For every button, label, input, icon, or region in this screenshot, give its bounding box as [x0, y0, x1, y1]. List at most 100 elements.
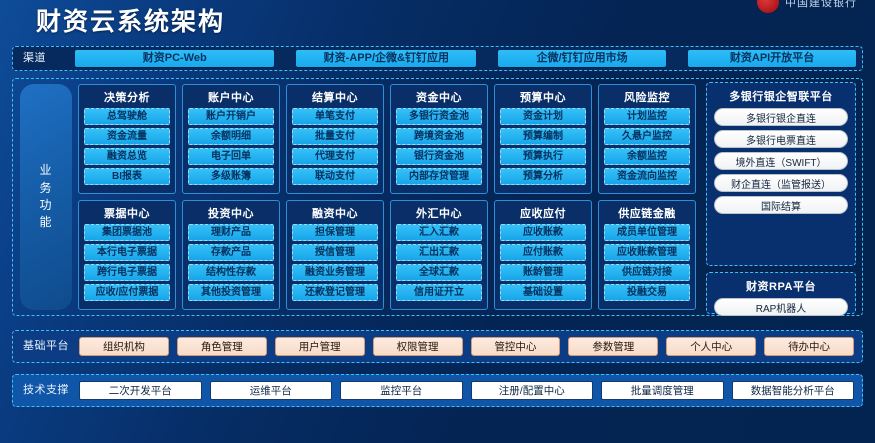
card-settlement-center[interactable]: 结算中心 单笔支付 批量支付 代理支付 联动支付 — [286, 84, 384, 194]
card-item[interactable]: 资金计划 — [500, 108, 586, 125]
rail-item[interactable]: 境外直连（SWIFT） — [714, 152, 848, 170]
card-item[interactable]: 融资业务管理 — [292, 264, 378, 281]
card-supply-chain-finance[interactable]: 供应链金融 成员单位管理 应收账款管理 供应链对接 投融交易 — [598, 200, 696, 310]
card-bill-center[interactable]: 票据中心 集团票据池 本行电子票据 跨行电子票据 应收/应付票据 — [78, 200, 176, 310]
card-item[interactable]: 应收/应付票据 — [84, 284, 170, 301]
channel-item-app[interactable]: 财资-APP/企微&钉钉应用 — [296, 50, 477, 67]
card-item[interactable]: 预算执行 — [500, 148, 586, 165]
card-item[interactable]: 账龄管理 — [500, 264, 586, 281]
card-budget-center[interactable]: 预算中心 资金计划 预算编制 预算执行 预算分析 — [494, 84, 592, 194]
card-account-center[interactable]: 账户中心 账户开销户 余额明细 电子回单 多级账簿 — [182, 84, 280, 194]
card-item[interactable]: 应收账款管理 — [604, 244, 690, 261]
card-item[interactable]: 批量支付 — [292, 128, 378, 145]
card-item[interactable]: 账户开销户 — [188, 108, 274, 125]
card-item[interactable]: 余额监控 — [604, 148, 690, 165]
rail-item[interactable]: RAP机器人 — [714, 298, 848, 316]
card-title: 投资中心 — [208, 208, 254, 220]
tech-support-item[interactable]: 监控平台 — [340, 381, 463, 400]
card-item[interactable]: 资金流量 — [84, 128, 170, 145]
card-item[interactable]: 供应链对接 — [604, 264, 690, 281]
card-risk-monitoring[interactable]: 风险监控 计划监控 久悬户监控 余额监控 资金流向监控 — [598, 84, 696, 194]
business-section — [12, 78, 863, 316]
rail-item[interactable]: 国际结算 — [714, 196, 848, 214]
card-investment-center[interactable]: 投资中心 理财产品 存款产品 结构性存款 其他投资管理 — [182, 200, 280, 310]
card-item[interactable]: 久悬户监控 — [604, 128, 690, 145]
card-item[interactable]: 结构性存款 — [188, 264, 274, 281]
card-item[interactable]: 跨境资金池 — [396, 128, 482, 145]
card-item[interactable]: 其他投资管理 — [188, 284, 274, 301]
card-item[interactable]: 电子回单 — [188, 148, 274, 165]
card-item-list: 应收账款 应付账款 账龄管理 基础设置 — [500, 224, 586, 305]
card-item[interactable]: 应付账款 — [500, 244, 586, 261]
card-item-list: 汇入汇款 汇出汇款 全球汇款 信用证开立 — [396, 224, 482, 305]
channel-item-app-market[interactable]: 企微/钉钉应用市场 — [498, 50, 667, 67]
card-item[interactable]: 授信管理 — [292, 244, 378, 261]
card-item[interactable]: 存款产品 — [188, 244, 274, 261]
card-forex-center[interactable]: 外汇中心 汇入汇款 汇出汇款 全球汇款 信用证开立 — [390, 200, 488, 310]
card-item[interactable]: 跨行电子票据 — [84, 264, 170, 281]
card-title: 决策分析 — [104, 92, 150, 104]
card-item[interactable]: BI报表 — [84, 168, 170, 185]
tech-support-item[interactable]: 数据智能分析平台 — [731, 381, 854, 400]
tech-support-item[interactable]: 注册/配置中心 — [470, 381, 593, 400]
card-item[interactable]: 内部存贷管理 — [396, 168, 482, 185]
card-item[interactable]: 预算编制 — [500, 128, 586, 145]
card-title: 外汇中心 — [416, 208, 462, 220]
card-item-list: 多银行资金池 跨境资金池 银行资金池 内部存贷管理 — [396, 108, 482, 189]
base-platform-item[interactable]: 权限管理 — [372, 337, 463, 356]
card-item[interactable]: 信用证开立 — [396, 284, 482, 301]
card-item[interactable]: 全球汇款 — [396, 264, 482, 281]
card-item[interactable]: 投融交易 — [604, 284, 690, 301]
card-item[interactable]: 本行电子票据 — [84, 244, 170, 261]
card-item[interactable]: 预算分析 — [500, 168, 586, 185]
base-platform-item[interactable]: 管控中心 — [470, 337, 561, 356]
base-platform-item[interactable]: 待办中心 — [764, 337, 854, 356]
rail-box-title: 财资RPA平台 — [746, 281, 816, 293]
card-item[interactable]: 总驾驶舱 — [84, 108, 170, 125]
card-item[interactable]: 理财产品 — [188, 224, 274, 241]
card-financing-center[interactable]: 融资中心 担保管理 授信管理 融资业务管理 还款登记管理 — [286, 200, 384, 310]
card-item[interactable]: 联动支付 — [292, 168, 378, 185]
card-item[interactable]: 单笔支付 — [292, 108, 378, 125]
card-item[interactable]: 汇出汇款 — [396, 244, 482, 261]
card-item[interactable]: 基础设置 — [500, 284, 586, 301]
card-title: 预算中心 — [520, 92, 566, 104]
card-item[interactable]: 余额明细 — [188, 128, 274, 145]
base-platform-item[interactable]: 个人中心 — [666, 337, 757, 356]
card-item[interactable]: 多级账簿 — [188, 168, 274, 185]
base-platform-item[interactable]: 用户管理 — [274, 337, 365, 356]
rail-item[interactable]: 多银行电票直连 — [714, 130, 848, 148]
card-item[interactable]: 计划监控 — [604, 108, 690, 125]
card-receivable-payable[interactable]: 应收应付 应收账款 应付账款 账龄管理 基础设置 — [494, 200, 592, 310]
card-decision-analysis[interactable]: 决策分析 总驾驶舱 资金流量 融资总览 BI报表 — [78, 84, 176, 194]
rail-item[interactable]: 多银行银企直连 — [714, 108, 848, 126]
card-item[interactable]: 资金流向监控 — [604, 168, 690, 185]
card-item[interactable]: 融资总览 — [84, 148, 170, 165]
card-item[interactable]: 还款登记管理 — [292, 284, 378, 301]
business-section-label: 业务功能 — [20, 84, 72, 310]
tech-support-item[interactable]: 二次开发平台 — [79, 381, 202, 400]
card-item[interactable]: 代理支付 — [292, 148, 378, 165]
channel-item-pc-web[interactable]: 财资PC-Web — [75, 50, 275, 67]
channel-item-api-platform[interactable]: 财资API开放平台 — [688, 50, 856, 67]
channel-chip-list: 财资PC-Web 财资-APP/企微&钉钉应用 企微/钉钉应用市场 财资API开… — [75, 47, 856, 70]
tech-support-item[interactable]: 批量调度管理 — [601, 381, 724, 400]
base-platform-item[interactable]: 参数管理 — [568, 337, 659, 356]
base-platform-item[interactable]: 组织机构 — [79, 337, 169, 356]
card-item[interactable]: 汇入汇款 — [396, 224, 482, 241]
card-item[interactable]: 银行资金池 — [396, 148, 482, 165]
card-title: 融资中心 — [312, 208, 358, 220]
card-item[interactable]: 成员单位管理 — [604, 224, 690, 241]
card-item[interactable]: 多银行资金池 — [396, 108, 482, 125]
base-platform-section: 基础平台 组织机构 角色管理 用户管理 权限管理 管控中心 参数管理 个人中心 … — [12, 330, 863, 363]
card-item[interactable]: 集团票据池 — [84, 224, 170, 241]
right-rail: 多银行银企智联平台 多银行银企直连 多银行电票直连 境外直连（SWIFT） 财企… — [706, 82, 856, 316]
card-fund-center[interactable]: 资金中心 多银行资金池 跨境资金池 银行资金池 内部存贷管理 — [390, 84, 488, 194]
base-platform-item[interactable]: 角色管理 — [176, 337, 267, 356]
rail-item[interactable]: 财企直连（监管报送） — [714, 174, 848, 192]
base-platform-label: 基础平台 — [23, 339, 69, 352]
card-item[interactable]: 应收账款 — [500, 224, 586, 241]
tech-support-item[interactable]: 运维平台 — [209, 381, 332, 400]
card-item[interactable]: 担保管理 — [292, 224, 378, 241]
